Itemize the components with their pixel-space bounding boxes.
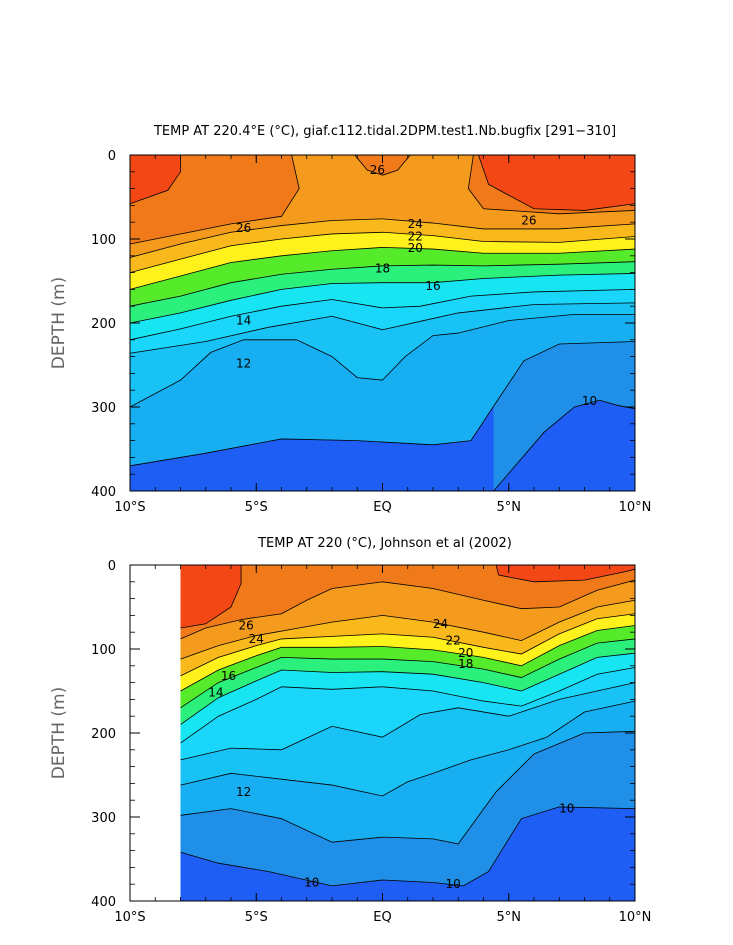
isotherm-lines (129, 154, 636, 492)
isotherm-label: 26 (521, 214, 536, 228)
temperature-bands (130, 565, 635, 901)
isotherm-12 (180, 700, 636, 797)
isotherm-label: 26 (236, 221, 251, 235)
isotherm-10 (448, 883, 459, 887)
y-tick-label: 0 (108, 559, 116, 574)
isotherm-13 (180, 682, 636, 761)
isotherm-10 (493, 399, 636, 492)
isotherm-18 (129, 261, 636, 307)
panel-title: TEMP AT 220.4°E (°C), giaf.c112.tidal.2D… (153, 124, 616, 139)
x-tick-label: 5°N (497, 500, 522, 515)
x-tick-label: 10°S (114, 500, 145, 515)
isotherm-label: 16 (425, 279, 440, 293)
isotherm-label: 26 (370, 163, 385, 177)
isotherm-14 (129, 289, 636, 341)
isotherm-label: 20 (408, 241, 423, 255)
y-axis-label: DEPTH (m) (49, 687, 69, 779)
isotherm-28 (180, 565, 242, 629)
x-tick-label: 5°S (245, 500, 268, 515)
isotherm-16 (129, 273, 636, 324)
isotherm-20 (129, 246, 636, 290)
isotherm-label: 10 (582, 394, 597, 408)
x-tick-label: EQ (373, 910, 391, 925)
x-tick-label: 10°S (114, 910, 145, 925)
x-tick-label: EQ (373, 500, 391, 515)
isotherm-28 (495, 564, 636, 583)
isotherm-label: 24 (408, 217, 423, 231)
band-above-26 (180, 565, 635, 639)
isotherm-label: 18 (458, 657, 473, 671)
band-above-28 (496, 565, 635, 582)
isotherm-label: 18 (375, 261, 390, 275)
y-tick-label: 100 (91, 643, 116, 658)
x-tick-label: 10°N (619, 910, 652, 925)
isotherm-26 (180, 579, 636, 640)
x-tick-label: 5°S (245, 910, 268, 925)
axes: 10°S 5°S EQ 5°N 10°N 0 100 200 300 400 (91, 149, 651, 515)
isotherm-14 (180, 667, 636, 744)
y-tick-label: 200 (91, 727, 116, 742)
isotherm-11 (180, 730, 636, 845)
isotherm-label: 10 (304, 876, 319, 890)
isotherm-24 (129, 218, 636, 258)
x-tick-label: 10°N (619, 500, 652, 515)
temperature-bands (130, 155, 635, 491)
y-tick-label: 300 (91, 811, 116, 826)
isotherm-16 (180, 652, 636, 725)
isotherm-label: 12 (236, 785, 251, 799)
isotherm-28 (478, 154, 636, 211)
isotherm-26 (354, 154, 411, 176)
isotherm-13 (129, 302, 636, 354)
isotherm-11 (129, 341, 636, 467)
y-axis-label: DEPTH (m) (49, 277, 69, 369)
isotherm-26 (129, 154, 300, 245)
x-tick-label: 5°N (497, 910, 522, 925)
panel-title: TEMP AT 220 (°C), Johnson et al (2002) (257, 536, 512, 551)
isotherm-26 (467, 154, 636, 215)
panel-model: TEMP AT 220.4°E (°C), giaf.c112.tidal.2D… (49, 124, 651, 515)
isotherm-28 (129, 155, 181, 205)
isotherm-label: 24 (433, 617, 448, 631)
band-above-28 (130, 155, 181, 204)
panel-observations: TEMP AT 220 (°C), Johnson et al (2002) D… (49, 536, 651, 925)
isotherm-label: 22 (446, 634, 461, 648)
band-above-28 (478, 155, 635, 211)
isotherm-label: 10 (559, 802, 574, 816)
y-tick-label: 200 (91, 317, 116, 332)
y-tick-label: 400 (91, 895, 116, 910)
isotherm-label: 26 (239, 618, 254, 632)
isotherm-22 (129, 231, 636, 273)
isotherm-lines (180, 564, 636, 887)
y-tick-label: 400 (91, 485, 116, 500)
isotherm-12 (129, 314, 635, 408)
isotherm-18 (180, 638, 636, 709)
isotherm-label: 24 (249, 632, 264, 646)
isotherm-24 (435, 623, 446, 626)
y-tick-label: 100 (91, 233, 116, 248)
y-tick-label: 0 (108, 149, 116, 164)
isotherm-10 (306, 880, 317, 883)
isotherm-label: 20 (458, 646, 473, 660)
isotherm-label: 16 (221, 669, 236, 683)
isotherm-24 (180, 599, 636, 660)
band-above-28 (180, 565, 242, 628)
isotherm-label: 14 (236, 313, 251, 327)
y-tick-label: 300 (91, 401, 116, 416)
isotherm-label: 22 (408, 229, 423, 243)
isotherm-20 (180, 625, 636, 692)
isotherm-22 (180, 613, 636, 677)
isotherm-label: 10 (446, 877, 461, 891)
axes: 10°S 5°S EQ 5°N 10°N 0 100 200 300 400 (91, 559, 651, 925)
isotherm-10 (180, 806, 636, 887)
isotherm-label: 14 (208, 686, 223, 700)
isotherm-label: 12 (236, 356, 251, 370)
